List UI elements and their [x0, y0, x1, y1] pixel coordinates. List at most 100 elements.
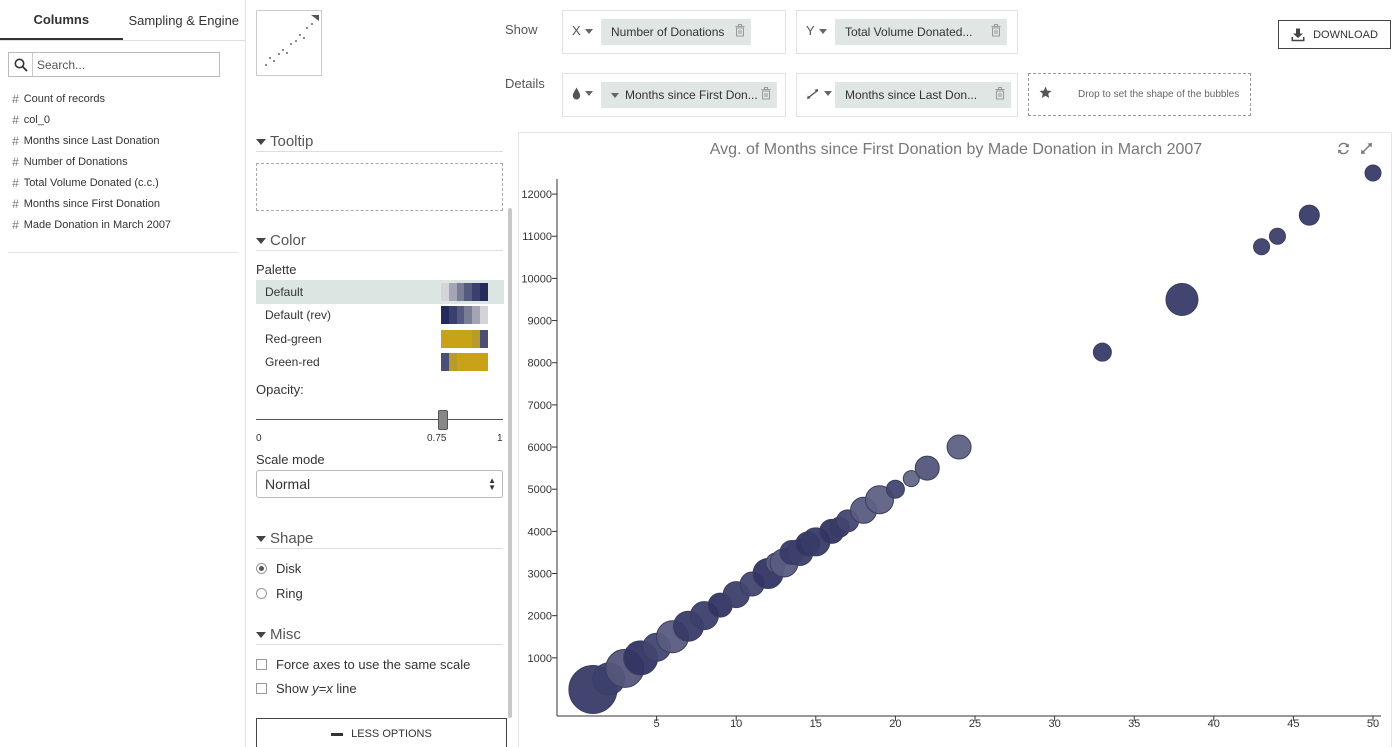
- numeric-type-icon: #: [12, 91, 19, 106]
- x-tick-label: 35: [1128, 718, 1140, 730]
- y-tick-label: 7000: [528, 400, 552, 412]
- swatch-color: [472, 353, 481, 372]
- pill-label: Total Volume Donated...: [845, 25, 973, 39]
- x-axis-tag[interactable]: X: [572, 23, 593, 38]
- columns-panel: Columns Sampling & Engine # Count of reco…: [0, 0, 246, 747]
- search-icon: [9, 53, 33, 76]
- column-item[interactable]: # col_0: [12, 109, 171, 130]
- shape-disk-radio[interactable]: Disk: [256, 561, 301, 576]
- resize-arrows-icon[interactable]: [806, 85, 832, 100]
- pill-label: Months since First Don...: [625, 88, 758, 102]
- section-title: Tooltip: [270, 133, 314, 150]
- tab-sampling-engine[interactable]: Sampling & Engine: [128, 12, 240, 28]
- swatch-color: [480, 306, 488, 325]
- select-arrows-icon: ▲ ▼: [488, 476, 496, 492]
- download-button[interactable]: DOWNLOAD: [1278, 20, 1391, 49]
- x-axis-shelf[interactable]: X Number of Donations: [562, 10, 786, 54]
- x-tick-label: 15: [810, 718, 822, 730]
- column-item[interactable]: # Made Donation in March 2007: [12, 214, 171, 235]
- column-list: # Count of records # col_0 # Months since L…: [12, 88, 171, 235]
- column-label: Total Volume Donated (c.c.): [23, 176, 159, 189]
- palette-swatch: [441, 306, 488, 325]
- opacity-scale: 0 0.75 1: [256, 433, 503, 445]
- size-shelf[interactable]: Months since Last Don...: [796, 73, 1018, 117]
- swatch-color: [456, 282, 465, 301]
- chart-title: Avg. of Months since First Donation by M…: [709, 141, 1203, 158]
- data-point: [1298, 204, 1320, 226]
- tooltip-dropzone[interactable]: [256, 163, 503, 211]
- palette-label: Green-red: [265, 355, 320, 370]
- slider-track: [256, 419, 503, 420]
- force-axes-checkbox[interactable]: Force axes to use the same scale: [256, 657, 470, 672]
- column-label: Number of Donations: [23, 155, 128, 168]
- shape-ring-radio[interactable]: Ring: [256, 586, 303, 601]
- y-axis-tag[interactable]: Y: [806, 23, 827, 38]
- less-options-button[interactable]: LESS OPTIONS: [256, 718, 507, 747]
- opacity-value-label: 0.75: [427, 433, 447, 444]
- numeric-type-icon: #: [12, 196, 19, 211]
- trash-icon[interactable]: [995, 87, 1005, 104]
- refresh-icon[interactable]: [1337, 142, 1350, 160]
- checkbox-label: Force axes to use the same scale: [276, 657, 471, 672]
- color-section-header[interactable]: Color: [256, 231, 503, 251]
- y-tick-label: 12000: [521, 189, 552, 201]
- column-item[interactable]: # Number of Donations: [12, 151, 171, 172]
- palette-label: Red-green: [265, 331, 322, 346]
- y-axis-shelf[interactable]: Y Total Volume Donated...: [796, 10, 1018, 54]
- swatch-color: [472, 282, 481, 301]
- numeric-type-icon: #: [12, 217, 19, 232]
- opacity-slider[interactable]: [256, 410, 503, 430]
- y-tick-label: 1000: [528, 653, 552, 665]
- opacity-max-label: 1: [497, 433, 503, 444]
- column-item[interactable]: # Months since First Donation: [12, 193, 171, 214]
- slider-handle[interactable]: [438, 410, 449, 430]
- scale-mode-label: Scale mode: [256, 452, 325, 467]
- swatch-color: [441, 329, 449, 348]
- palette-option-default[interactable]: Default: [256, 280, 504, 304]
- search-input[interactable]: [33, 54, 213, 75]
- less-options-label: LESS OPTIONS: [351, 728, 432, 740]
- x-axis-pill[interactable]: Number of Donations: [601, 19, 751, 45]
- tooltip-section-header[interactable]: Tooltip: [256, 132, 503, 152]
- scale-mode-select[interactable]: Normal ▲ ▼: [256, 470, 503, 498]
- swatch-color: [456, 353, 465, 372]
- misc-section-header[interactable]: Misc: [256, 625, 503, 645]
- data-point: [1092, 342, 1112, 362]
- panel-tabs: Columns Sampling & Engine: [0, 0, 245, 41]
- options-scrollbar[interactable]: [508, 208, 512, 718]
- axis-letter: Y: [806, 23, 815, 38]
- section-title: Color: [270, 232, 306, 249]
- numeric-type-icon: #: [12, 133, 19, 148]
- color-shelf[interactable]: Months since First Don...: [562, 73, 786, 117]
- color-pill[interactable]: Months since First Don...: [601, 82, 777, 108]
- caret-down-icon: [611, 92, 619, 98]
- x-tick-label: 20: [889, 718, 901, 730]
- expand-icon[interactable]: [1360, 142, 1373, 160]
- column-item[interactable]: # Months since Last Donation: [12, 130, 171, 151]
- color-drop-icon[interactable]: [572, 85, 593, 100]
- column-label: col_0: [23, 113, 50, 126]
- data-point: [885, 479, 905, 499]
- column-item[interactable]: # Total Volume Donated (c.c.): [12, 172, 171, 193]
- column-item[interactable]: # Count of records: [12, 88, 171, 109]
- shape-section-header[interactable]: Shape: [256, 529, 503, 549]
- tab-columns[interactable]: Columns: [0, 0, 123, 40]
- y-axis-pill[interactable]: Total Volume Donated...: [835, 19, 1007, 45]
- palette-option-default-rev[interactable]: Default (rev): [256, 304, 504, 328]
- size-pill[interactable]: Months since Last Don...: [835, 82, 1011, 108]
- palette-list: Default Default (rev) Red-green Green-re…: [256, 280, 504, 374]
- trash-icon[interactable]: [991, 24, 1001, 41]
- swatch-color: [472, 329, 481, 348]
- shape-dropzone[interactable]: Drop to set the shape of the bubbles: [1028, 73, 1251, 116]
- scatter-plot: 1000 2000 3000 4000 5000 6000 7000 8000 9000 1000…: [521, 164, 1382, 730]
- x-tick-label: 5: [654, 718, 660, 730]
- palette-option-green-red[interactable]: Green-red: [256, 351, 504, 375]
- caret-down-icon: [584, 29, 593, 35]
- data-point: [946, 434, 972, 460]
- palette-option-red-green[interactable]: Red-green: [256, 327, 504, 351]
- chart-type-thumbnail[interactable]: [256, 10, 322, 76]
- trash-icon[interactable]: [761, 87, 771, 104]
- trash-icon[interactable]: [735, 24, 745, 41]
- y-tick-label: 10000: [521, 273, 552, 285]
- show-yx-line-checkbox[interactable]: Show y=x line: [256, 681, 357, 696]
